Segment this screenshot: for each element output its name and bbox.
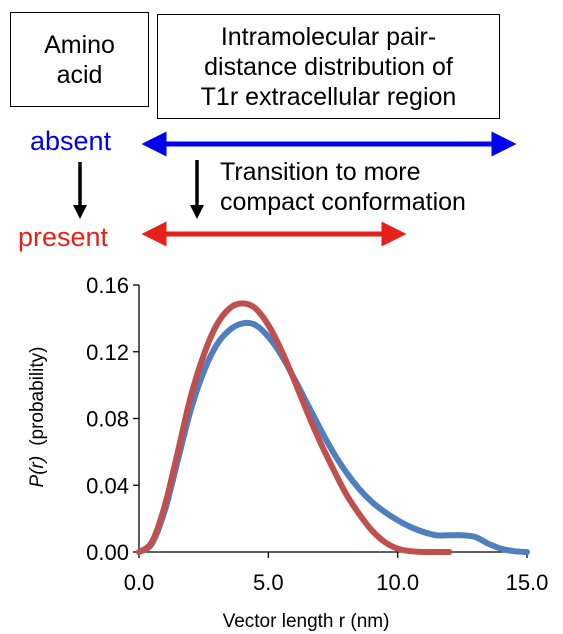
present-curve — [136, 300, 453, 556]
transition-text: Transition to more compact conformation — [220, 157, 466, 217]
y-axis-label-extra: (probability) — [27, 347, 48, 446]
pair-distance-line-2: distance distribution of — [204, 52, 453, 81]
pair-distance-line-1: Intramolecular pair- — [220, 22, 437, 51]
x-tick-label: 5.0 — [253, 570, 284, 595]
y-axis-label: P(r) (probability) — [27, 347, 48, 488]
x-tick-label: 15.0 — [506, 570, 549, 595]
y-tick-label: 0.00 — [86, 540, 129, 565]
x-tick-label: 10.0 — [376, 570, 419, 595]
chart-tick-labels: 0.00 0.04 0.08 0.12 0.16 0.0 5.0 10.0 15.0 — [86, 273, 548, 595]
chart-curves — [136, 300, 530, 556]
y-tick-label: 0.04 — [86, 473, 129, 498]
transition-line-1: Transition to more — [220, 158, 421, 186]
y-axis-label-italic: P(r) — [27, 456, 48, 488]
amino-acid-line-1: Amino — [44, 30, 115, 59]
amino-acid-box: Amino acid — [10, 12, 149, 107]
y-tick-label: 0.08 — [86, 407, 129, 432]
present-label: present — [18, 222, 109, 252]
amino-acid-line-2: acid — [56, 60, 103, 89]
y-tick-label: 0.12 — [86, 340, 129, 365]
chart-axes — [133, 284, 528, 558]
absent-curve — [136, 319, 530, 555]
pair-distance-box: Intramolecular pair- distance distributi… — [157, 14, 500, 119]
transition-line-2: compact conformation — [220, 188, 466, 216]
pair-distance-line-3: T1r extracellular region — [200, 82, 457, 111]
x-axis-label: Vector length r (nm) — [223, 611, 390, 632]
absent-label: absent — [30, 126, 112, 156]
y-tick-label: 0.16 — [86, 273, 129, 298]
x-tick-label: 0.0 — [124, 570, 155, 595]
